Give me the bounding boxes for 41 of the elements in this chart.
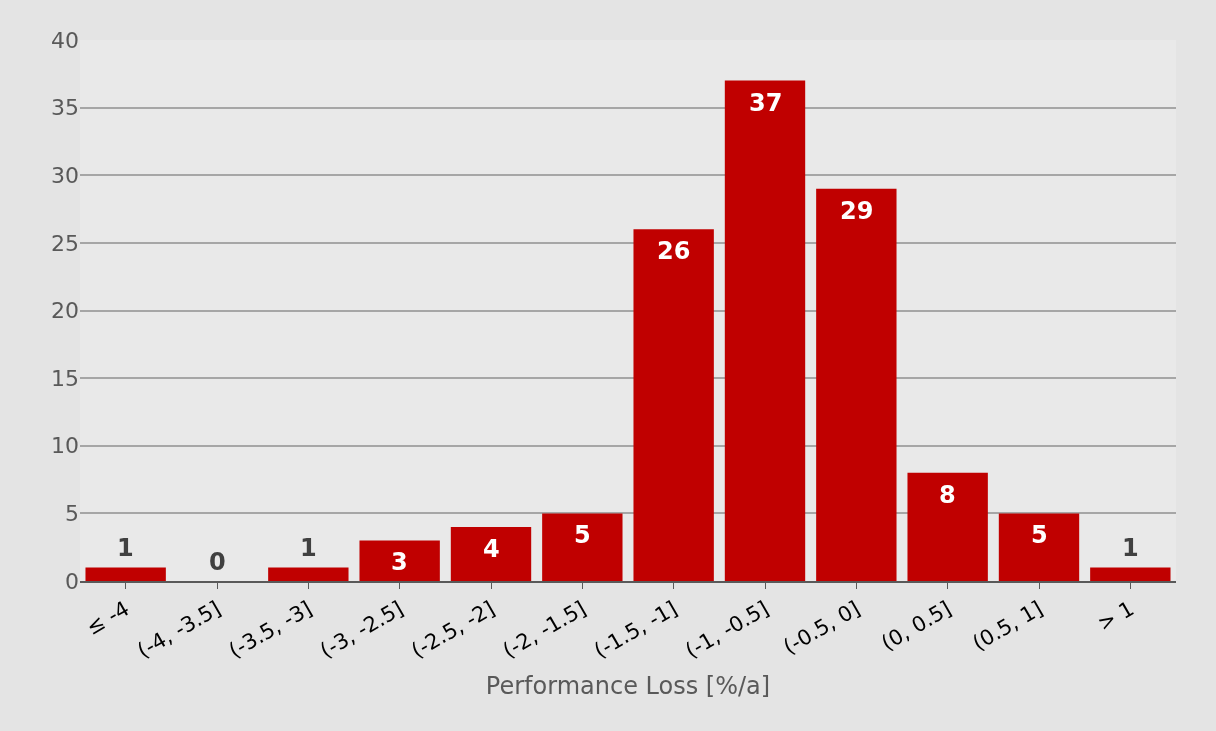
y-tick-label: 25 xyxy=(51,230,79,256)
x-tick-label: > 1 xyxy=(1093,596,1139,636)
data-label: 1 xyxy=(300,534,317,562)
x-tick-label: (0, 0.5] xyxy=(877,596,956,656)
bar xyxy=(907,472,988,581)
y-tick-label: 5 xyxy=(65,501,79,527)
x-tick-label: (-1, -0.5] xyxy=(681,596,773,663)
y-tick-label: 20 xyxy=(51,298,79,324)
bar xyxy=(359,540,440,581)
y-tick-label: 15 xyxy=(51,365,79,391)
data-label: 5 xyxy=(574,521,591,549)
bar xyxy=(268,567,349,581)
data-label: 29 xyxy=(840,197,874,225)
x-tick-label: (-3, -2.5] xyxy=(316,596,408,663)
data-label: 0 xyxy=(209,548,226,576)
bar xyxy=(542,513,623,581)
x-tick-label: (-2, -1.5] xyxy=(498,596,591,663)
data-label: 1 xyxy=(117,534,134,562)
bar xyxy=(450,526,532,581)
data-label: 3 xyxy=(391,548,408,576)
y-tick-label: 10 xyxy=(51,433,79,459)
bar xyxy=(816,188,897,581)
y-tick-label: 40 xyxy=(51,27,79,53)
y-tick-label: 30 xyxy=(51,162,79,188)
bar xyxy=(1090,567,1171,581)
bar xyxy=(85,567,166,581)
bar xyxy=(998,513,1080,581)
data-label: 8 xyxy=(939,481,956,509)
data-label: 4 xyxy=(483,535,500,563)
data-label: 1 xyxy=(1122,534,1139,562)
bar xyxy=(724,80,806,581)
y-tick-label: 0 xyxy=(65,568,79,594)
bar xyxy=(633,229,714,581)
x-tick-label: (0.5, 1] xyxy=(968,596,1047,656)
x-tick-label: ≤ -4 xyxy=(82,596,134,640)
y-tick-label: 35 xyxy=(51,95,79,121)
data-label: 26 xyxy=(657,237,691,265)
x-tick-label: (-4, -3.5] xyxy=(133,596,225,663)
data-label: 5 xyxy=(1031,521,1048,549)
x-axis-title: Performance Loss [%/a] xyxy=(485,671,771,700)
data-label: 37 xyxy=(749,89,783,117)
